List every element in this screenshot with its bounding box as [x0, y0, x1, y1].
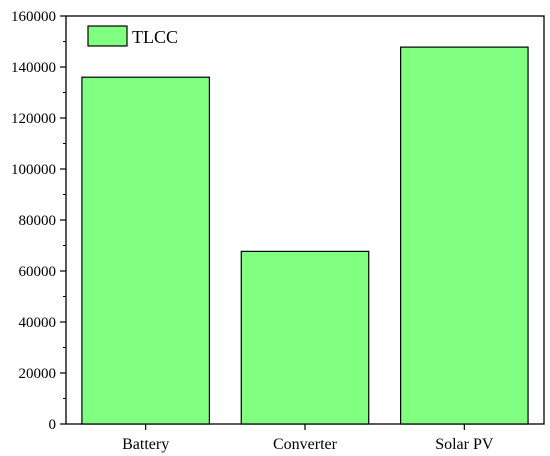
y-tick-label: 160000: [11, 9, 56, 25]
legend-label-tlcc: TLCC: [132, 27, 178, 47]
y-tick-label: 80000: [19, 213, 57, 229]
y-tick-label: 0: [49, 417, 57, 433]
legend-swatch-tlcc: [87, 25, 128, 47]
y-tick-label: 20000: [19, 366, 57, 382]
y-tick-label: 40000: [19, 315, 57, 331]
x-tick-label: Battery: [122, 436, 169, 453]
y-tick-label: 140000: [11, 60, 56, 76]
x-tick-label: Converter: [273, 436, 338, 453]
y-tick-label: 100000: [11, 162, 56, 178]
bar-battery: [81, 76, 211, 425]
bar-converter: [240, 250, 370, 425]
y-tick-label: 60000: [19, 264, 57, 280]
y-axis: 0 20000 40000 60000 80000 100000 120000 140000 1…: [11, 9, 66, 433]
bar-solar-pv: [400, 46, 529, 425]
y-tick-label: 120000: [11, 111, 56, 127]
x-tick-label: Solar PV: [435, 436, 494, 453]
x-axis: Battery Converter Solar PV: [122, 424, 494, 453]
bars-layer: [81, 46, 529, 425]
legend: TLCC: [87, 25, 178, 47]
